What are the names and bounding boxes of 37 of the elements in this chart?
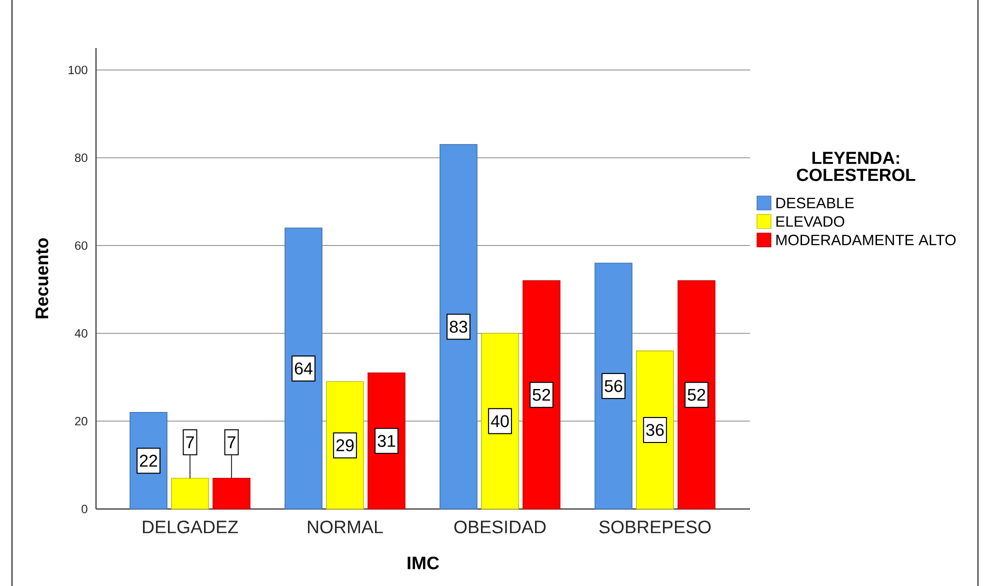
bar	[171, 478, 209, 510]
data-label: 29	[336, 439, 354, 452]
data-label: 56	[604, 380, 622, 392]
bar	[636, 350, 674, 510]
data-label: 7	[186, 436, 194, 448]
legend-title: LEYENDA: COLESTEROL	[796, 152, 916, 182]
bar	[284, 228, 322, 510]
data-label: 83	[450, 320, 468, 333]
data-label: 52	[688, 388, 706, 401]
x-tick-label: SOBREPESO	[599, 520, 711, 534]
y-tick-label: 80	[74, 154, 88, 162]
data-label: 64	[294, 362, 312, 375]
bar	[440, 144, 478, 510]
data-label: 22	[140, 454, 158, 467]
legend-label: MODERADAMENTE ALTO	[776, 234, 956, 246]
data-label: 36	[646, 424, 664, 436]
data-label: 7	[228, 436, 236, 448]
y-tick-label: 0	[82, 504, 88, 514]
y-tick-label: 60	[75, 241, 88, 250]
bar	[594, 262, 632, 510]
y-tick-label: 40	[74, 329, 88, 338]
y-tick-label: 20	[75, 416, 88, 426]
bar	[678, 280, 716, 510]
y-axis-title: Recuento	[36, 238, 48, 318]
data-label: 40	[490, 415, 509, 428]
x-tick-label: DELGADEZ	[142, 520, 238, 534]
bar	[212, 478, 250, 510]
y-tick-label: 100	[68, 66, 88, 74]
data-label: 52	[532, 388, 550, 401]
bar	[481, 332, 519, 510]
x-tick-label: OBESIDAD	[454, 520, 546, 534]
x-tick-label: NORMAL	[308, 520, 383, 534]
bar	[522, 280, 560, 510]
legend-label: ELEVADO	[776, 216, 844, 227]
data-label: 31	[378, 434, 396, 447]
x-axis-title: IMC	[408, 556, 440, 570]
legend-label: DESEABLE	[776, 198, 854, 208]
